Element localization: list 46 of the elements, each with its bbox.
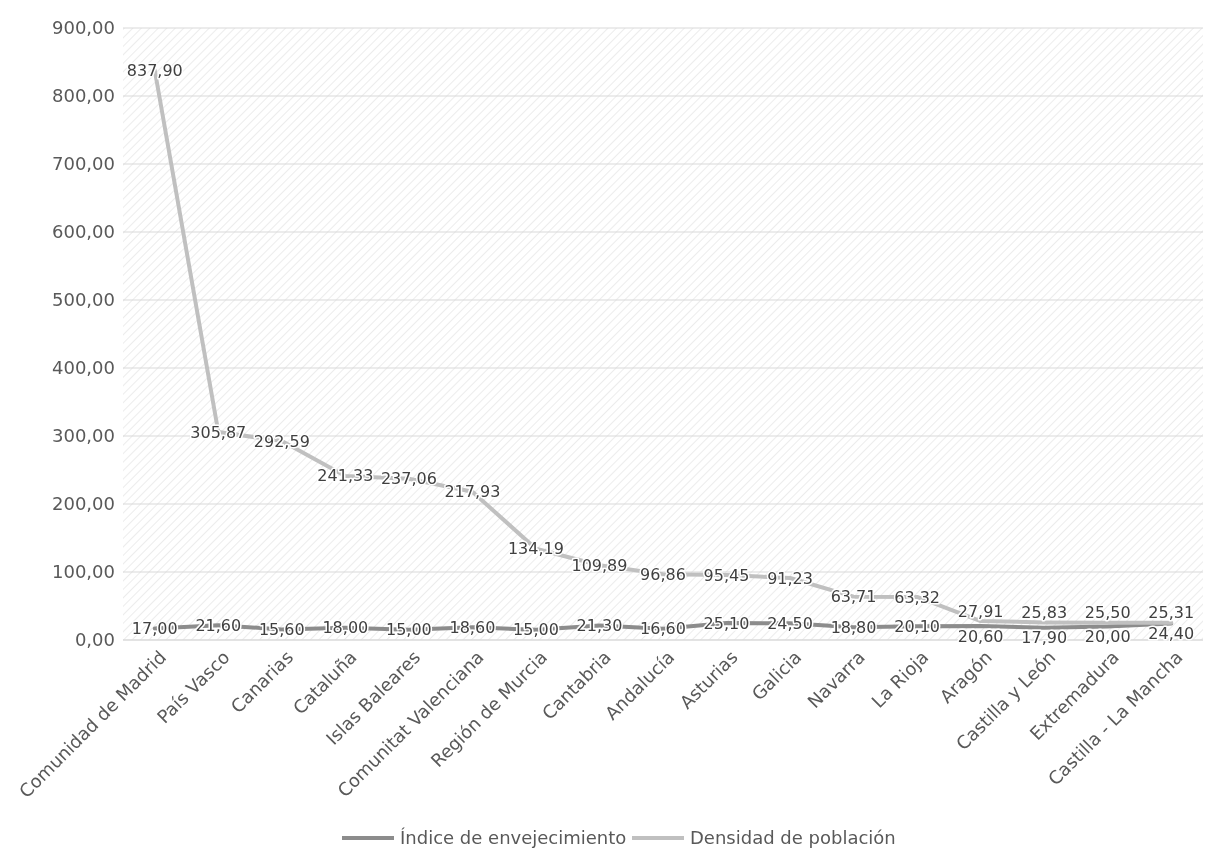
data-label: 25,31 bbox=[1148, 603, 1195, 623]
y-tick-label: 800,00 bbox=[52, 85, 115, 107]
y-tick-label: 700,00 bbox=[52, 153, 115, 175]
data-label: 292,59 bbox=[253, 431, 310, 451]
data-label: 25,10 bbox=[703, 613, 750, 633]
y-tick-label: 0,00 bbox=[74, 629, 115, 651]
y-tick-label: 200,00 bbox=[52, 493, 115, 515]
data-label: 18,80 bbox=[830, 617, 877, 637]
data-label: 63,32 bbox=[894, 587, 941, 607]
y-tick-label: 400,00 bbox=[52, 357, 115, 379]
data-label: 15,60 bbox=[258, 619, 305, 639]
data-label: 25,50 bbox=[1084, 603, 1131, 623]
data-label: 24,50 bbox=[767, 613, 813, 633]
y-tick-label: 500,00 bbox=[52, 289, 115, 311]
data-label: 15,00 bbox=[385, 620, 432, 640]
data-label: 25,83 bbox=[1021, 603, 1068, 623]
data-label: 20,00 bbox=[1084, 627, 1131, 646]
data-label: 21,60 bbox=[195, 615, 242, 635]
legend-label: Índice de envejecimiento bbox=[400, 827, 627, 849]
data-label: 18,60 bbox=[449, 617, 496, 637]
data-label: 21,30 bbox=[576, 616, 623, 636]
data-label: 17,90 bbox=[1021, 628, 1068, 648]
data-label: 20,60 bbox=[957, 626, 1004, 646]
data-label: 17,00 bbox=[131, 619, 178, 639]
y-tick-label: 300,00 bbox=[52, 425, 115, 447]
data-label: 24,40 bbox=[1148, 624, 1195, 644]
data-label: 237,06 bbox=[380, 469, 437, 489]
data-label: 241,33 bbox=[317, 466, 374, 486]
y-tick-label: 100,00 bbox=[52, 561, 115, 583]
data-label: 27,91 bbox=[957, 601, 1004, 621]
data-label: 837,90 bbox=[126, 60, 183, 80]
data-label: 109,89 bbox=[571, 555, 628, 575]
data-label: 15,00 bbox=[513, 620, 559, 640]
data-label: 63,71 bbox=[830, 587, 877, 607]
data-label: 95,45 bbox=[703, 565, 750, 585]
data-label: 217,93 bbox=[444, 482, 501, 502]
y-tick-label: 600,00 bbox=[52, 221, 115, 243]
data-label: 134,19 bbox=[507, 539, 564, 559]
data-label: 91,23 bbox=[767, 568, 813, 588]
data-label: 16,60 bbox=[640, 619, 686, 639]
data-label: 305,87 bbox=[190, 422, 247, 442]
legend-label: Densidad de población bbox=[690, 827, 896, 849]
data-label: 96,86 bbox=[640, 564, 686, 584]
data-label: 18,00 bbox=[322, 618, 369, 638]
y-tick-label: 900,00 bbox=[52, 17, 115, 39]
data-label: 20,10 bbox=[894, 616, 941, 636]
